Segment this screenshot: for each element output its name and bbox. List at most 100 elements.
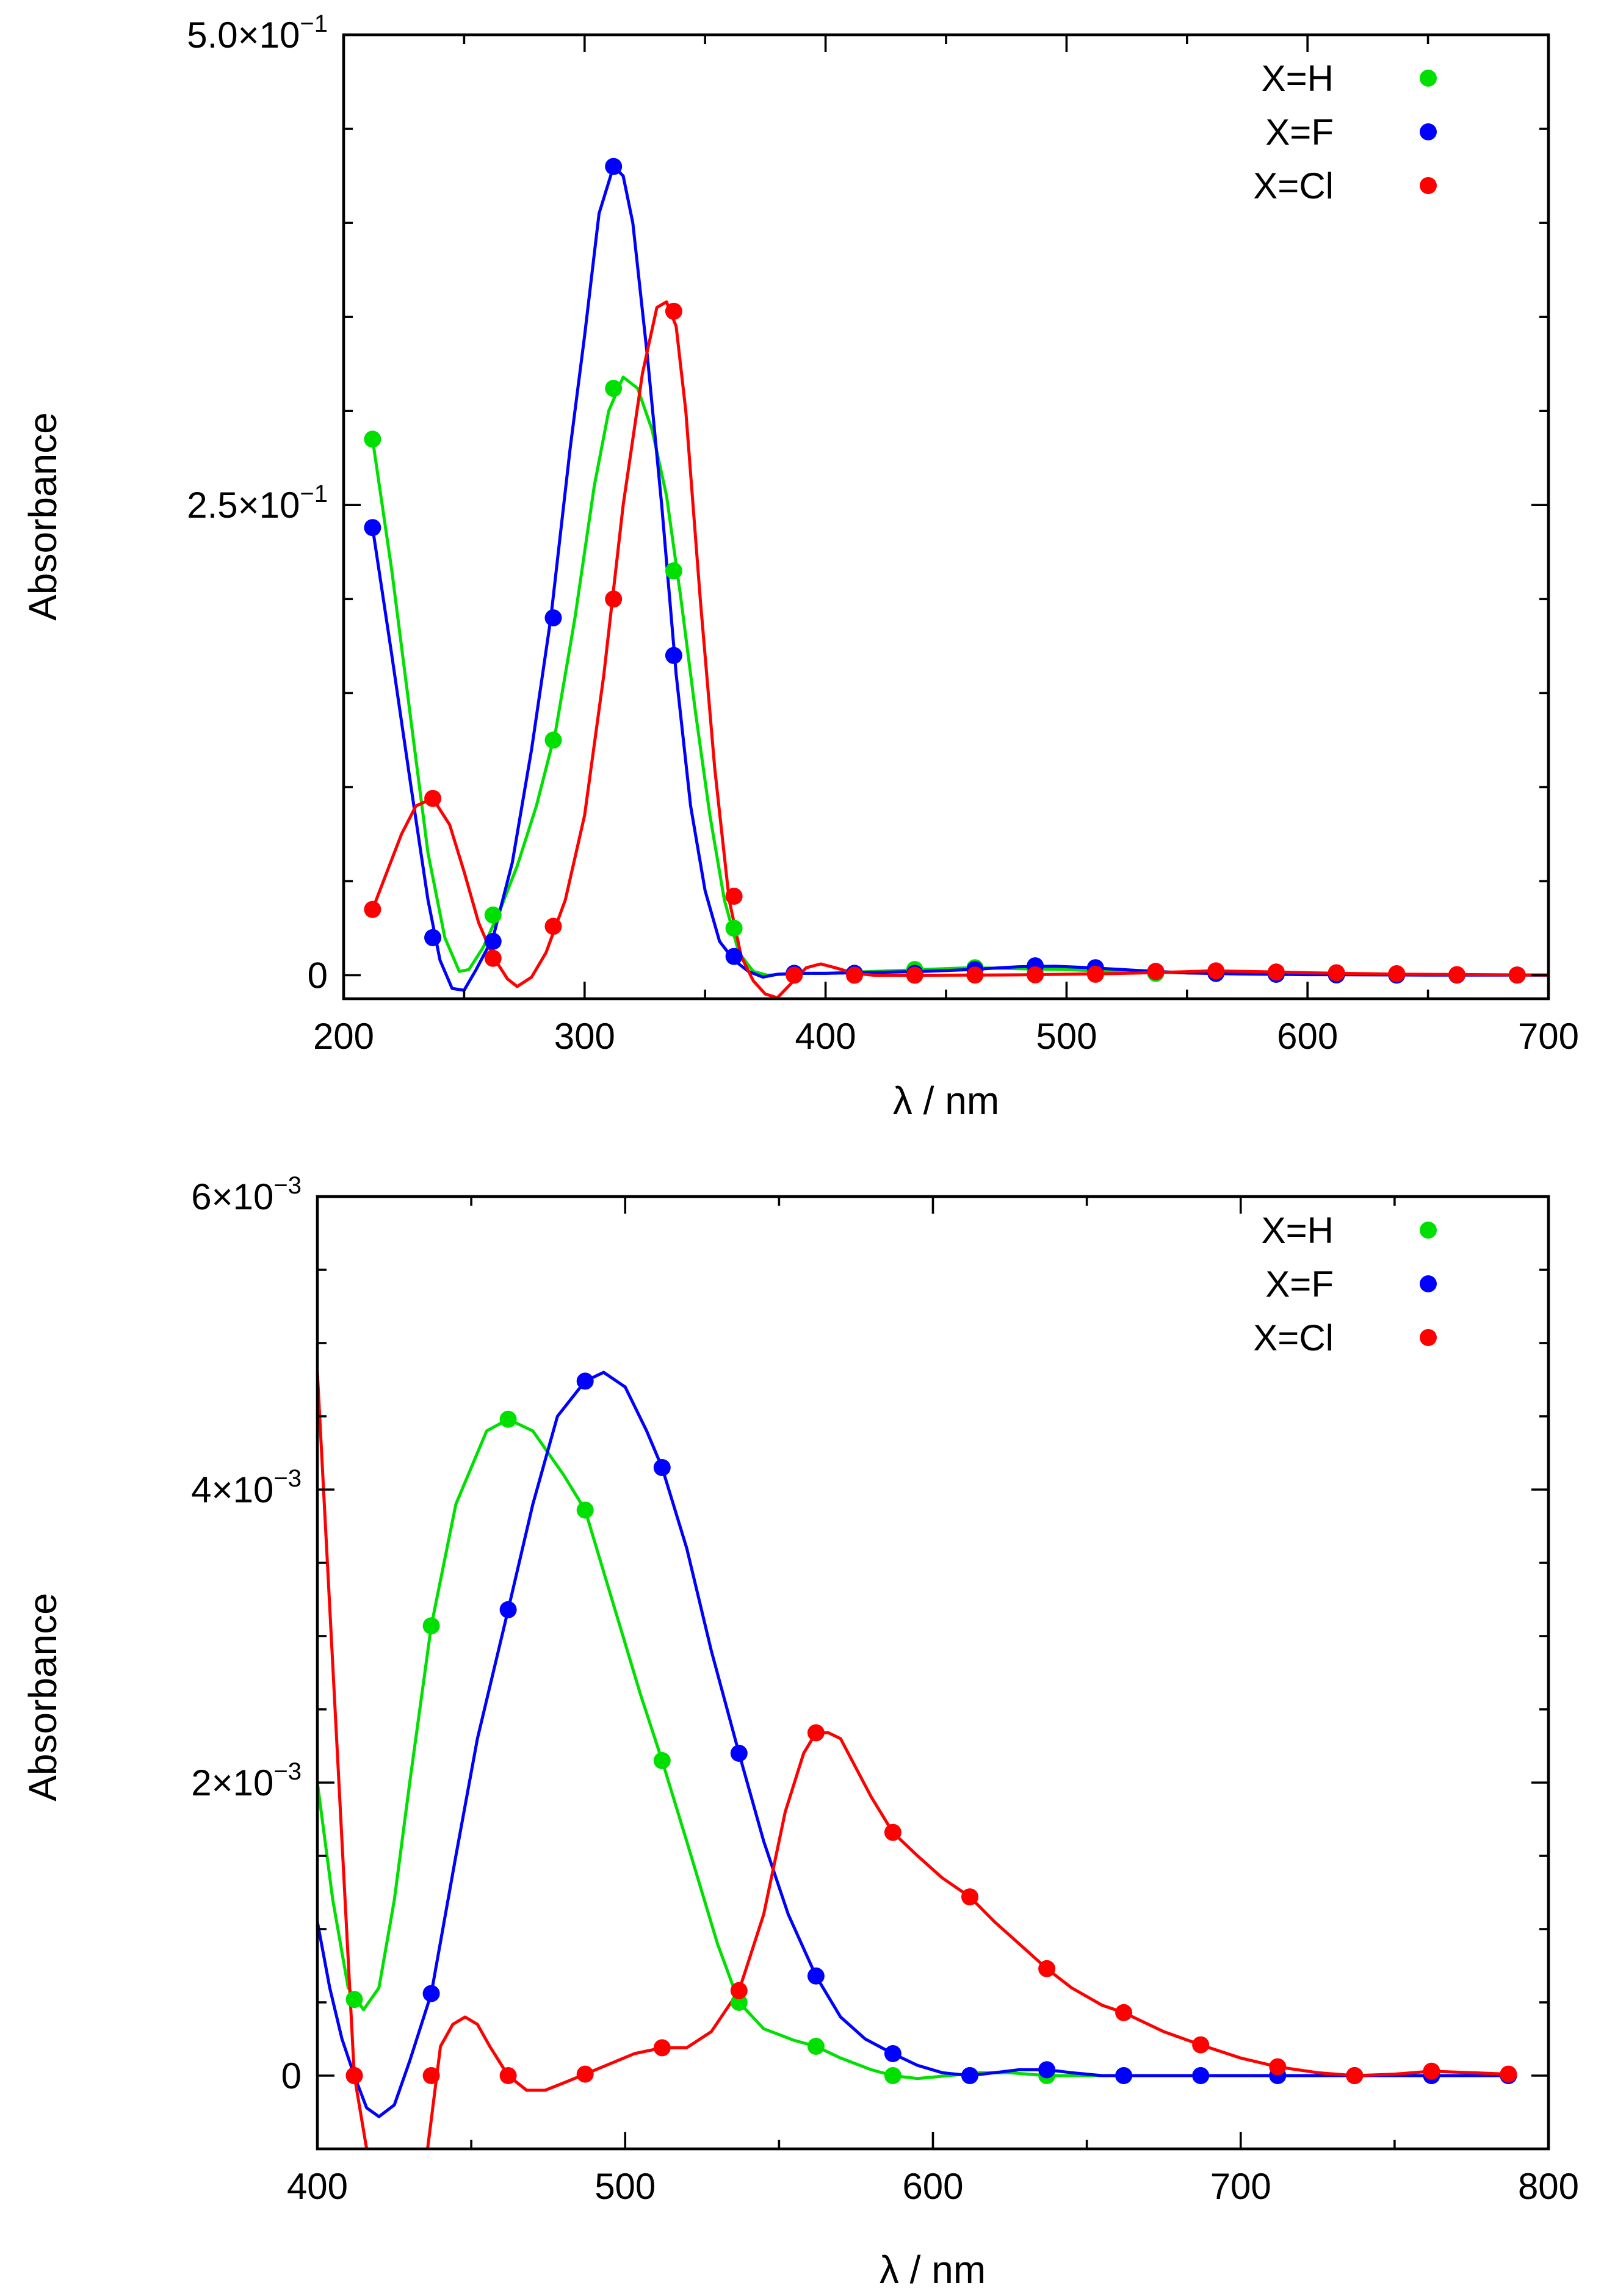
data-point-x-cl: [1027, 966, 1044, 983]
legend-label: X=Cl: [1253, 165, 1334, 206]
series-line-x-f: [317, 1371, 1510, 2118]
data-point-x-cl: [1328, 964, 1345, 982]
data-point-x-f: [807, 1967, 825, 1985]
data-point-x-cl: [1086, 965, 1104, 983]
data-point-x-cl: [605, 590, 623, 608]
plot-frame: [342, 33, 1550, 1001]
x-tick-label: 200: [313, 1016, 374, 1057]
legend-marker: [1420, 123, 1437, 140]
x-tick-label: 500: [1036, 1016, 1097, 1057]
data-point-x-f: [1038, 2061, 1056, 2079]
legend-label: X=H: [1262, 1210, 1334, 1251]
data-point-x-cl: [786, 966, 803, 984]
legend-label: X=F: [1265, 1264, 1334, 1305]
data-point-x-f: [605, 158, 623, 175]
data-point-x-f: [725, 947, 743, 965]
data-point-x-cl: [1147, 963, 1165, 980]
y-tick-label: 5.0×10−1: [187, 10, 328, 56]
data-point-x-f: [961, 2067, 978, 2084]
legend-marker: [1420, 1222, 1437, 1239]
y-tick-label: 6×10−3: [191, 1172, 302, 1217]
legend-marker: [1420, 1329, 1437, 1346]
data-point-x-h: [544, 731, 562, 749]
x-tick-label: 700: [1518, 1016, 1579, 1057]
legend-label: X=Cl: [1253, 1317, 1334, 1358]
data-point-x-h: [422, 1617, 440, 1635]
legend-label: X=H: [1262, 58, 1334, 99]
data-point-x-cl: [846, 966, 863, 984]
y-tick-label: 2.5×10−1: [187, 480, 328, 526]
data-point-x-f: [484, 933, 502, 950]
series-line-x-cl: [317, 1371, 1510, 2149]
plot-frame: [316, 1195, 1550, 2151]
data-point-x-f: [424, 929, 442, 946]
data-point-x-f: [364, 519, 381, 537]
data-point-x-f: [884, 2045, 901, 2062]
data-point-x-cl: [576, 2065, 594, 2083]
data-point-x-f: [665, 646, 682, 664]
chart-top: 0 2.5×10−1 5.0×10−1 200 300 400 500 600 700 Absor…: [21, 10, 1579, 1123]
data-point-x-h: [364, 430, 381, 448]
data-point-x-cl: [499, 2067, 517, 2084]
data-point-x-cl: [1346, 2067, 1364, 2084]
data-point-x-h: [730, 1994, 748, 2011]
legend-marker: [1420, 177, 1437, 194]
data-point-x-cl: [730, 1982, 748, 1999]
x-tick-label: 600: [1277, 1016, 1338, 1057]
y-tick-label: 0: [308, 955, 328, 996]
x-tick-label: 400: [795, 1016, 856, 1057]
series-line-x-h: [317, 1418, 1510, 2081]
y-axis-label: Absorbance: [21, 1593, 65, 1802]
x-axis-label: λ / nm: [880, 2248, 986, 2292]
data-point-x-h: [807, 2038, 825, 2055]
series-line-x-f: [370, 165, 1548, 992]
data-point-x-cl: [966, 966, 984, 984]
data-point-x-f: [576, 1372, 594, 1390]
data-point-x-cl: [1388, 965, 1406, 982]
data-point-x-cl: [1423, 2062, 1440, 2080]
data-point-x-cl: [364, 900, 381, 918]
data-point-x-cl: [1508, 966, 1526, 984]
data-point-x-f: [544, 609, 562, 627]
data-point-x-cl: [906, 966, 923, 984]
data-point-x-h: [605, 380, 623, 397]
data-point-x-h: [345, 1991, 363, 2008]
data-point-x-h: [484, 906, 502, 924]
data-point-x-cl: [807, 1724, 825, 1742]
data-point-x-cl: [422, 2067, 440, 2084]
data-point-x-f: [422, 1985, 440, 2002]
data-point-x-cl: [884, 1823, 901, 1841]
y-tick-label: 0: [281, 2055, 302, 2096]
data-point-x-h: [576, 1501, 594, 1519]
y-tick-label: 4×10−3: [191, 1465, 302, 1510]
data-point-x-h: [884, 2067, 901, 2084]
data-point-x-h: [725, 919, 743, 937]
data-point-x-cl: [1448, 966, 1465, 983]
data-point-x-cl: [1269, 2058, 1287, 2076]
x-tick-label: 600: [902, 2166, 963, 2207]
data-point-x-cl: [1500, 2065, 1517, 2083]
data-point-x-cl: [424, 789, 442, 807]
x-tick-label: 700: [1210, 2166, 1271, 2207]
legend-marker: [1420, 1275, 1437, 1292]
data-point-x-cl: [1192, 2036, 1210, 2054]
legend-marker: [1420, 70, 1437, 87]
data-point-x-h: [499, 1410, 517, 1428]
data-point-x-cl: [725, 888, 743, 905]
data-point-x-cl: [1207, 962, 1225, 980]
y-axis-label: Absorbance: [21, 412, 65, 621]
data-point-x-cl: [345, 2067, 363, 2084]
data-point-x-cl: [1267, 963, 1285, 981]
x-tick-label: 500: [594, 2166, 656, 2207]
data-point-x-cl: [665, 302, 682, 320]
data-point-x-cl: [484, 949, 502, 967]
data-point-x-f: [730, 1745, 748, 1762]
x-tick-label: 300: [554, 1016, 615, 1057]
x-tick-label: 400: [287, 2166, 348, 2207]
x-axis-label: λ / nm: [893, 1079, 999, 1123]
legend-label: X=F: [1265, 112, 1334, 153]
data-point-x-f: [1192, 2067, 1210, 2084]
data-point-x-cl: [961, 1888, 978, 1906]
y-tick-label: 2×10−3: [191, 1758, 302, 1803]
